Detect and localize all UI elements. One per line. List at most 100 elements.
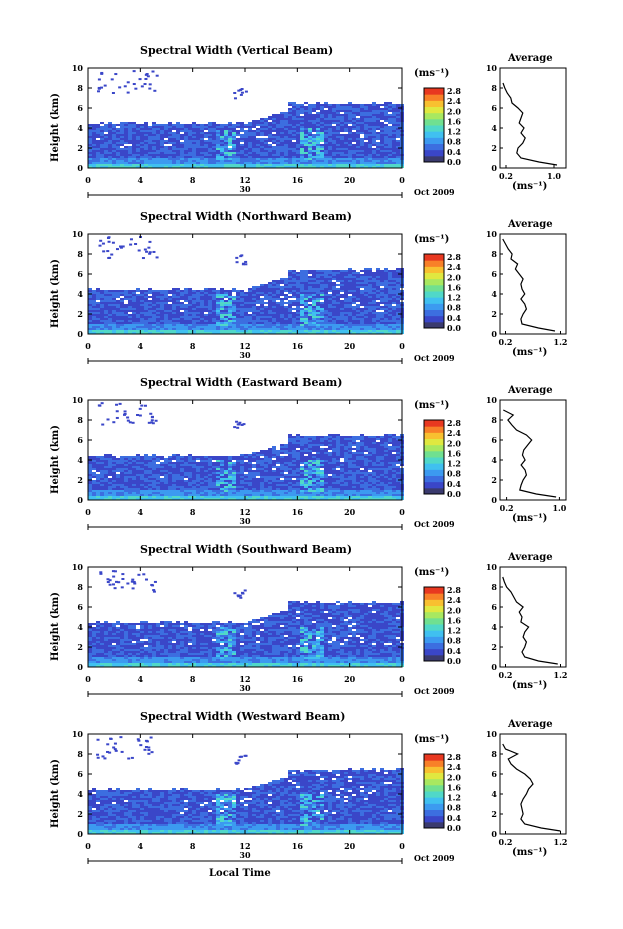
heatmap-cell bbox=[292, 164, 296, 166]
heatmap-cell bbox=[160, 152, 164, 154]
heatmap-cell bbox=[396, 144, 400, 146]
heatmap-cell bbox=[356, 308, 360, 310]
heatmap-cell bbox=[112, 136, 116, 138]
heatmap-cell bbox=[276, 296, 280, 298]
heatmap-cell bbox=[328, 310, 332, 312]
heatmap-cell bbox=[308, 150, 312, 152]
heatmap-cell bbox=[376, 326, 380, 328]
heatmap-cell bbox=[168, 478, 172, 480]
heatmap-cell bbox=[148, 160, 152, 162]
heatmap-cell bbox=[272, 310, 276, 312]
heatmap-cell bbox=[208, 302, 212, 304]
heatmap-cell bbox=[168, 498, 172, 500]
heatmap-cell bbox=[88, 302, 92, 304]
heatmap-cell bbox=[344, 122, 348, 124]
heatmap-cell bbox=[284, 322, 288, 324]
heatmap-cell bbox=[140, 132, 144, 134]
heatmap-cell bbox=[324, 320, 328, 322]
heatmap-cell bbox=[168, 484, 172, 486]
heatmap-cell bbox=[372, 126, 376, 128]
heatmap-cell bbox=[168, 490, 172, 492]
heatmap-cell bbox=[204, 134, 208, 136]
heatmap-cell bbox=[316, 296, 320, 298]
heatmap-cell bbox=[236, 314, 240, 316]
heatmap-cell bbox=[304, 324, 308, 326]
heatmap-cell bbox=[115, 248, 119, 251]
heatmap-cell bbox=[160, 474, 164, 476]
heatmap-cell bbox=[376, 164, 380, 166]
heatmap-cell bbox=[244, 90, 248, 93]
heatmap-cell bbox=[168, 148, 172, 150]
heatmap-cell bbox=[144, 162, 148, 164]
heatmap-cell bbox=[340, 302, 344, 304]
heatmap-cell bbox=[228, 330, 232, 332]
heatmap-cell bbox=[180, 136, 184, 138]
heatmap-cell bbox=[396, 306, 400, 308]
heatmap-cell bbox=[372, 112, 376, 114]
heatmap-cell bbox=[284, 150, 288, 152]
heatmap-cell bbox=[316, 284, 320, 286]
heatmap-cell bbox=[316, 116, 320, 118]
heatmap-cell bbox=[296, 106, 300, 108]
heatmap-cell bbox=[200, 332, 204, 334]
heatmap-cell bbox=[100, 164, 104, 166]
heatmap-cell bbox=[380, 112, 384, 114]
heatmap-cell bbox=[236, 312, 240, 314]
heatmap-cell bbox=[88, 324, 92, 326]
heatmap-cell bbox=[184, 298, 188, 300]
heatmap-cell bbox=[276, 116, 280, 118]
heatmap-cell bbox=[312, 322, 316, 324]
heatmap-cell bbox=[168, 166, 172, 168]
heatmap-cell bbox=[124, 320, 128, 322]
heatmap-cell bbox=[344, 286, 348, 288]
heatmap-cell bbox=[364, 136, 368, 138]
heatmap-cell bbox=[356, 112, 360, 114]
heatmap-cell bbox=[304, 152, 308, 154]
heatmap-cell bbox=[188, 146, 192, 148]
heatmap-cell bbox=[188, 306, 192, 308]
heatmap-cell bbox=[324, 288, 328, 290]
heatmap-cell bbox=[296, 308, 300, 310]
heatmap-cell bbox=[196, 294, 200, 296]
heatmap-cell bbox=[364, 286, 368, 288]
heatmap-cell bbox=[232, 162, 236, 164]
heatmap-cell bbox=[88, 128, 92, 130]
heatmap-cell bbox=[92, 320, 96, 322]
heatmap-cell bbox=[308, 276, 312, 278]
heatmap-cell bbox=[260, 292, 264, 294]
heatmap-cell bbox=[200, 480, 204, 482]
heatmap-cell bbox=[308, 272, 312, 274]
heatmap-cell bbox=[88, 300, 92, 302]
colorbar-segment bbox=[424, 321, 444, 329]
heatmap-cell bbox=[248, 166, 252, 168]
heatmap-cell bbox=[108, 324, 112, 326]
heatmap-cell bbox=[360, 110, 364, 112]
heatmap-cell bbox=[208, 304, 212, 306]
heatmap-cell bbox=[224, 142, 228, 144]
heatmap-cell bbox=[100, 312, 104, 314]
heatmap-cell bbox=[88, 150, 92, 152]
heatmap-cell bbox=[392, 318, 396, 320]
heatmap-cell bbox=[368, 286, 372, 288]
heatmap-cell bbox=[152, 296, 156, 298]
heatmap-cell bbox=[184, 456, 188, 458]
heatmap-cell bbox=[220, 306, 224, 308]
heatmap-cell bbox=[376, 318, 380, 320]
heatmap-cell bbox=[140, 472, 144, 474]
heatmap-cell bbox=[100, 326, 104, 328]
heatmap-cell bbox=[220, 166, 224, 168]
heatmap-cell bbox=[252, 122, 256, 124]
heatmap-cell bbox=[244, 328, 248, 330]
heatmap-cell bbox=[248, 144, 252, 146]
y-tick-label: 8 bbox=[77, 249, 83, 259]
heatmap-cell bbox=[324, 322, 328, 324]
heatmap-cell bbox=[352, 108, 356, 110]
heatmap-cell bbox=[92, 326, 96, 328]
heatmap-cell bbox=[388, 148, 392, 150]
heatmap-cell bbox=[208, 484, 212, 486]
heatmap-cell bbox=[328, 130, 332, 132]
heatmap-cell bbox=[388, 136, 392, 138]
heatmap-cell bbox=[224, 146, 228, 148]
heatmap-cell bbox=[168, 472, 172, 474]
heatmap-cell bbox=[112, 148, 116, 150]
